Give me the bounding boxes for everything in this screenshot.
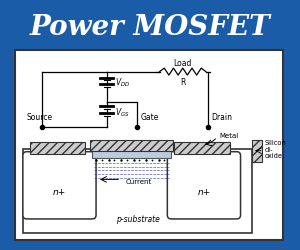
Bar [23,149,252,233]
Text: p-substrate: p-substrate [116,214,159,224]
Text: Metal: Metal [219,132,238,138]
FancyBboxPatch shape [167,152,241,219]
Text: Drain: Drain [212,112,233,122]
Text: $V_{DD}$: $V_{DD}$ [115,76,130,88]
Text: Current: Current [126,179,152,185]
Text: Silicon
di-
oxide: Silicon di- oxide [265,140,286,158]
Bar [30,142,86,154]
Text: R: R [180,78,185,87]
Text: n+: n+ [53,187,66,196]
Text: n+: n+ [197,187,211,196]
Bar [15,51,283,240]
Bar [174,142,230,154]
Bar [252,140,262,162]
Text: Source: Source [26,112,52,122]
Text: Load: Load [174,59,192,68]
Text: Gate: Gate [140,112,159,122]
Bar [92,149,171,158]
FancyBboxPatch shape [23,152,96,219]
Text: Power MOSFET: Power MOSFET [30,14,270,40]
Text: $V_{GS}$: $V_{GS}$ [115,106,130,119]
Bar [90,140,173,151]
